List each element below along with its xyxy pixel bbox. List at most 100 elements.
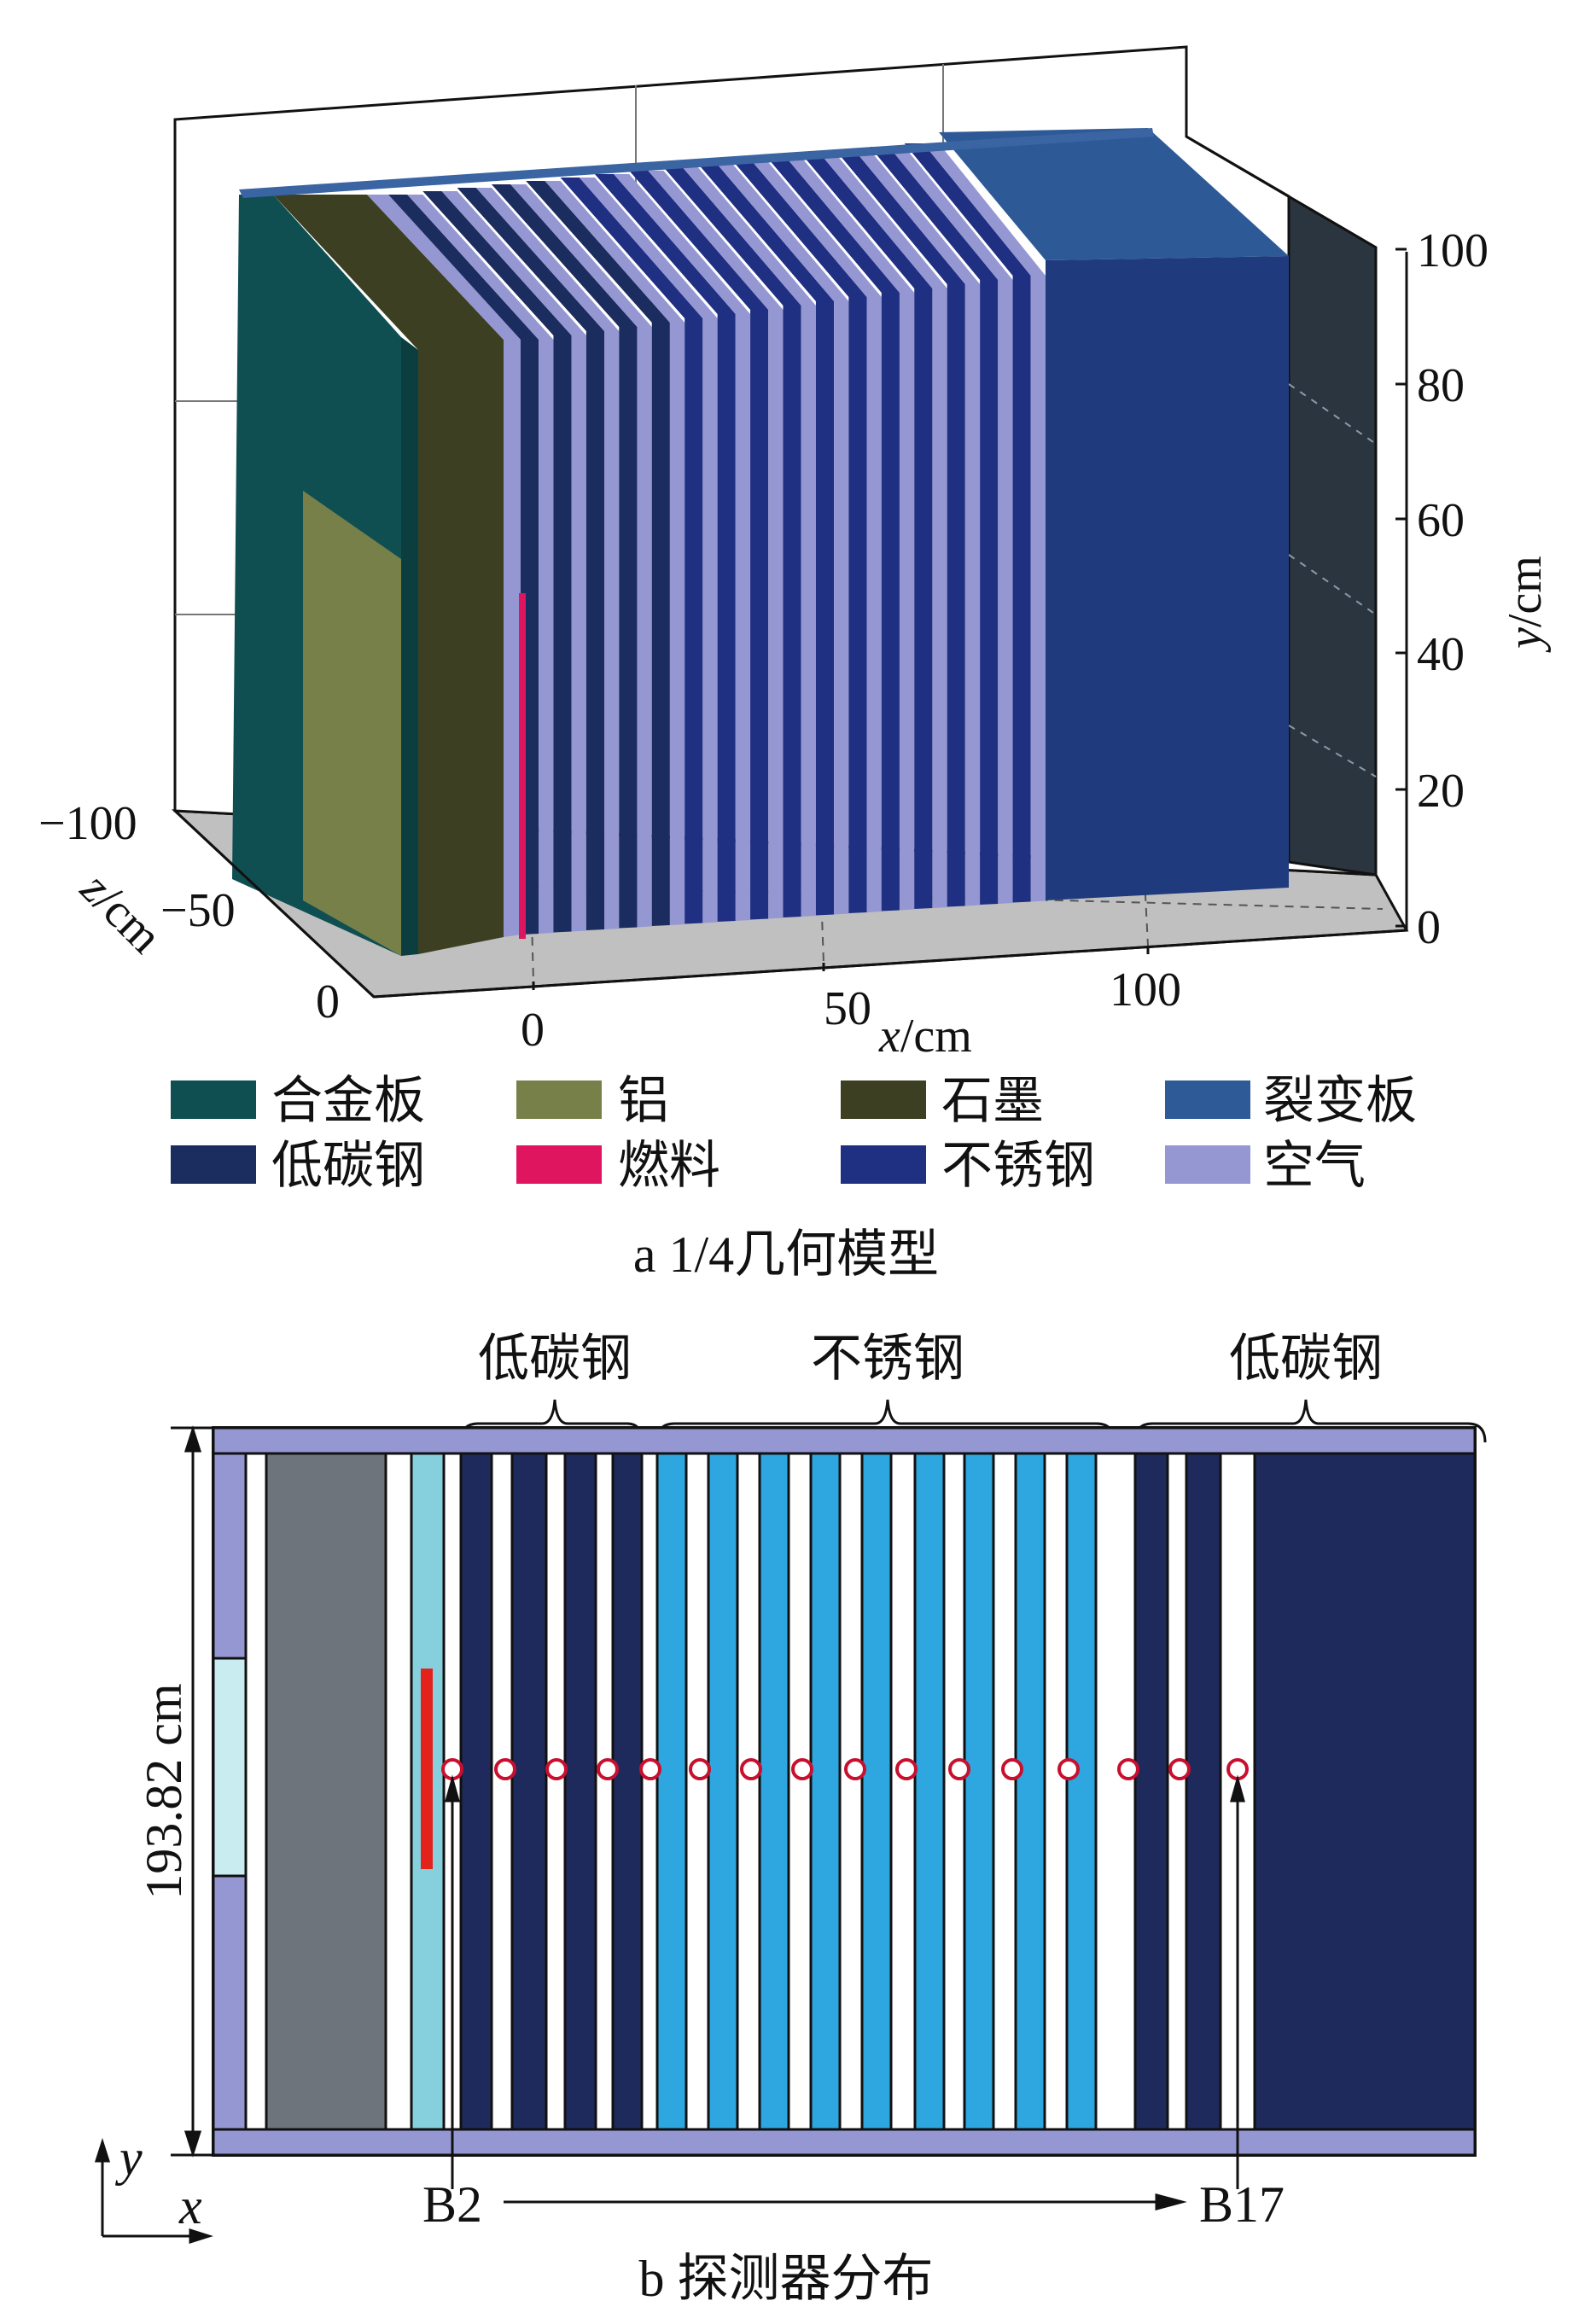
stainless-strip	[1014, 1452, 1046, 2131]
z-tick-minus100: −100	[38, 797, 137, 850]
steel-plate	[697, 164, 835, 916]
steel-plate	[526, 181, 670, 926]
x-tick-0: 0	[521, 1004, 545, 1057]
xy-axis-indicator	[94, 2138, 213, 2245]
legend-item-fuel: 燃料	[516, 1138, 720, 1194]
y-tick-80: 80	[1417, 359, 1465, 412]
y-tick-100: 100	[1417, 224, 1489, 277]
detector-point	[1057, 1758, 1080, 1780]
steel-plate	[457, 188, 605, 930]
legend-swatch	[841, 1080, 926, 1119]
air-gap	[854, 150, 981, 906]
steel-plate	[766, 157, 900, 912]
group-label-low-carbon-right: 低碳钢	[1229, 1331, 1383, 1387]
svg-text:石墨: 石墨	[941, 1073, 1044, 1129]
steel-plate	[904, 143, 1031, 903]
legend-swatch	[1165, 1080, 1250, 1119]
svg-text:铝: 铝	[618, 1073, 669, 1129]
detector-label-b2: B2	[422, 2176, 482, 2233]
air-gap	[923, 143, 1046, 902]
x-axis-title: x/cm	[878, 1010, 972, 1063]
air-gap	[614, 174, 751, 921]
graphite-layer	[273, 195, 504, 954]
svg-text:空气: 空气	[1263, 1138, 1366, 1194]
legend-swatch	[171, 1080, 256, 1119]
legend-item-low-carbon-steel: 低碳钢	[171, 1138, 425, 1194]
z-axis-title: z/cm	[70, 862, 172, 964]
low-carbon-strip	[1133, 1452, 1169, 2131]
legend-item-alloy: 合金板	[171, 1073, 425, 1129]
detector-point	[791, 1758, 813, 1780]
fuel-rod	[519, 593, 526, 939]
axis-x-label: x	[178, 2178, 202, 2234]
detector-point	[689, 1758, 711, 1780]
dimension-label: 193.82 cm	[136, 1683, 192, 1899]
steel-block-front	[1046, 256, 1289, 900]
air-gap	[682, 167, 816, 917]
dimension-indicator	[171, 1425, 222, 2158]
stainless-strip	[758, 1452, 790, 2131]
legend: 合金板 铝 石墨 裂变板 低碳钢 燃料 不锈钢 空气	[171, 1073, 1417, 1194]
legend-item-air: 空气	[1165, 1138, 1366, 1194]
steel-plate	[594, 174, 736, 922]
low-carbon-strip	[1185, 1452, 1222, 2131]
legend-swatch	[516, 1080, 602, 1119]
svg-text:低碳钢: 低碳钢	[271, 1138, 425, 1194]
stainless-strip	[1065, 1452, 1098, 2131]
steel-plate	[801, 154, 933, 909]
svg-text:裂变板: 裂变板	[1263, 1073, 1417, 1129]
detector-label-b17: B17	[1199, 2176, 1285, 2233]
detector-point	[1001, 1758, 1023, 1780]
legend-swatch	[516, 1145, 602, 1184]
svg-text:燃料: 燃料	[618, 1138, 720, 1194]
detector-point	[639, 1758, 661, 1780]
low-carbon-strip	[563, 1452, 597, 2131]
caption-b: b 探测器分布	[639, 2251, 934, 2307]
detector-point	[895, 1758, 918, 1780]
brace-middle	[655, 1399, 1116, 1443]
caption-a: a 1/4几何模型	[633, 1226, 939, 1283]
stainless-strip	[655, 1452, 688, 2131]
low-carbon-strip	[459, 1452, 493, 2131]
brace-right	[1133, 1399, 1487, 1443]
bottom-air-band	[212, 2128, 1477, 2157]
steel-plate	[422, 191, 572, 933]
left-window	[212, 1657, 248, 1878]
air-gap	[475, 188, 620, 929]
air-gap	[888, 147, 1013, 904]
steel-block-top	[939, 128, 1289, 260]
air-gap	[407, 195, 554, 934]
legend-item-fission-plate: 裂变板	[1165, 1073, 1417, 1129]
x-tick-50: 50	[824, 982, 871, 1035]
steel-plate	[491, 184, 638, 929]
air-gap	[510, 184, 652, 928]
svg-text:合金板: 合金板	[271, 1073, 425, 1129]
detector-point	[844, 1758, 866, 1780]
right-low-carbon-block	[1253, 1452, 1477, 2131]
right-wall	[1186, 135, 1378, 877]
y-axis: 0 20 40 60 80 100 y/cm	[1395, 224, 1552, 954]
graphite-block	[265, 1452, 387, 2131]
group-label-stainless: 不锈钢	[811, 1331, 964, 1387]
svg-text:不锈钢: 不锈钢	[941, 1138, 1095, 1194]
axis-y-label: y	[114, 2129, 143, 2186]
plate-stack	[388, 143, 1046, 935]
legend-swatch	[841, 1145, 926, 1184]
detector-markers	[445, 1774, 1245, 2210]
steel-plate	[870, 147, 999, 905]
legend-item-aluminium: 铝	[516, 1073, 669, 1129]
low-carbon-strip	[510, 1452, 548, 2131]
stainless-strip	[913, 1452, 946, 2131]
air-gap-1	[367, 195, 521, 937]
detector-point	[494, 1758, 516, 1780]
air-gap	[648, 171, 784, 919]
detector-point	[545, 1758, 568, 1780]
y-tick-60: 60	[1417, 494, 1465, 547]
stainless-strip	[809, 1452, 842, 2131]
y-tick-20: 20	[1417, 765, 1465, 818]
z-tick-0: 0	[316, 976, 340, 1028]
steel-plate	[836, 150, 965, 907]
aluminium-block	[303, 491, 401, 956]
steel-plate	[732, 160, 867, 913]
detector-point	[948, 1758, 970, 1780]
